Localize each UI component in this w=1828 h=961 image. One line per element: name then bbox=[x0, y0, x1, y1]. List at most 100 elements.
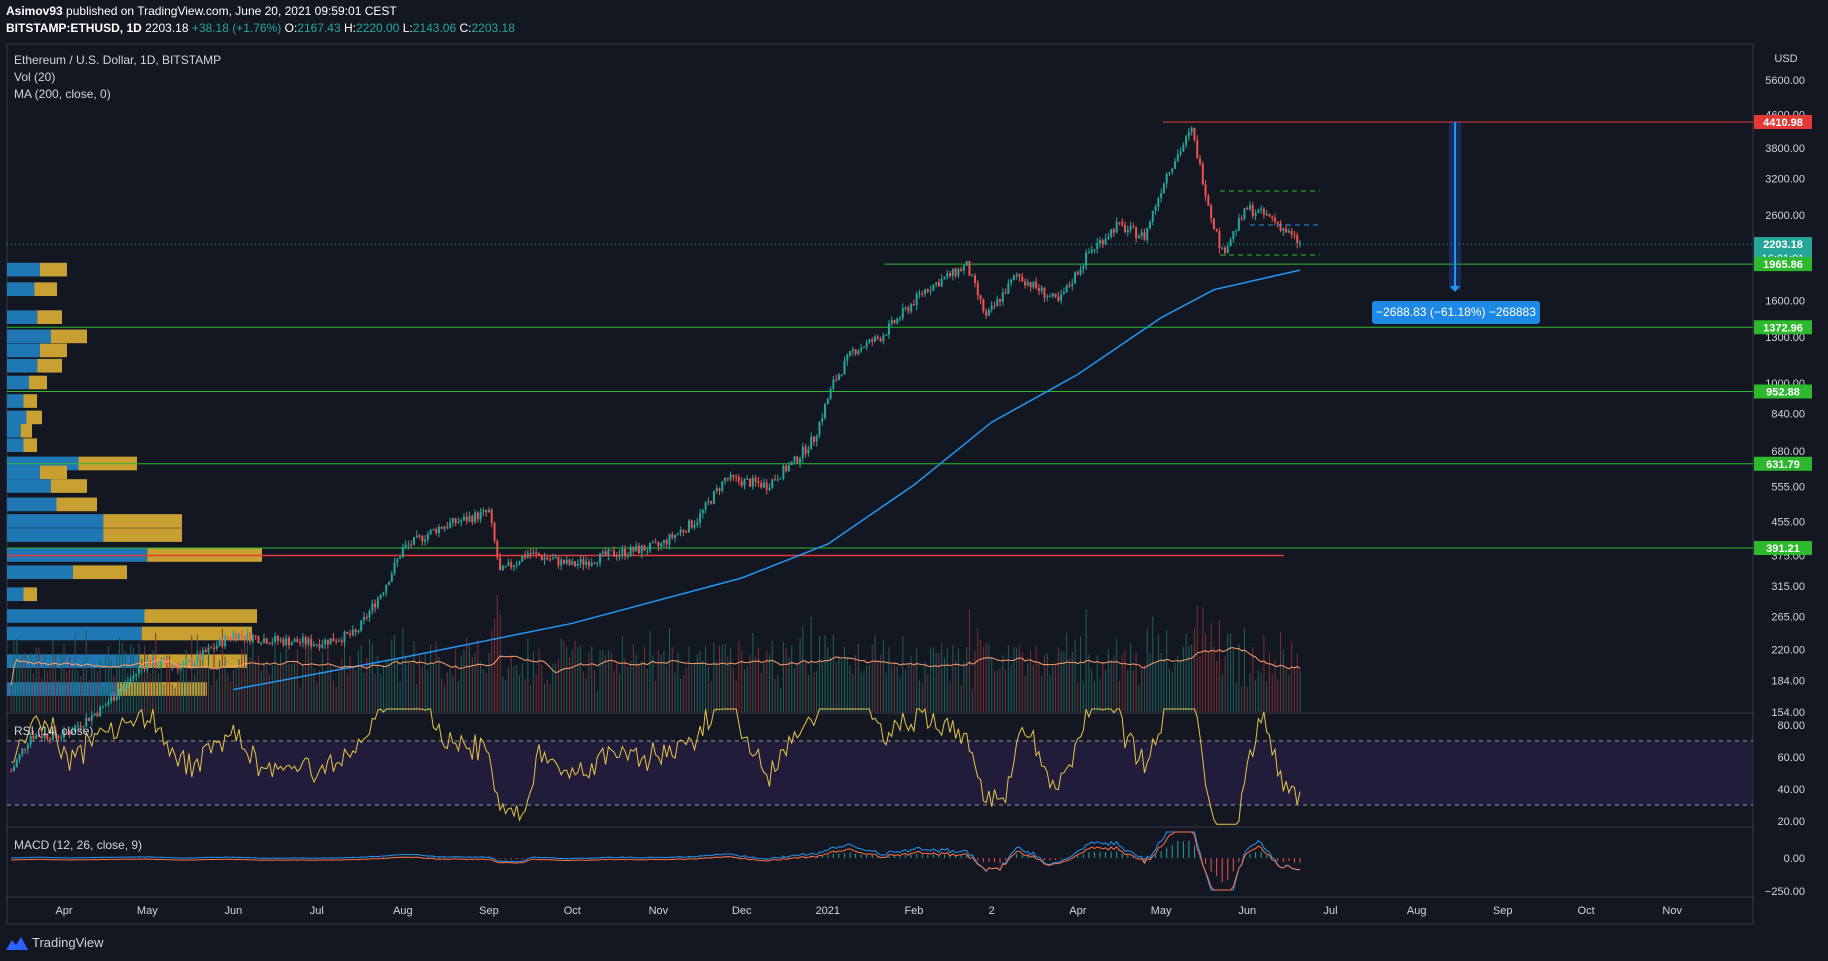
candle-body bbox=[971, 275, 974, 277]
candle-body bbox=[599, 553, 602, 564]
candle-body bbox=[101, 706, 104, 708]
candle-body bbox=[204, 649, 207, 653]
candle-body bbox=[360, 620, 363, 631]
candle-body bbox=[38, 734, 41, 737]
candle-body bbox=[362, 617, 365, 621]
candle-body bbox=[212, 647, 215, 649]
candle-body bbox=[254, 635, 257, 637]
candle-body bbox=[1185, 136, 1188, 145]
macd-tick-label: 0.00 bbox=[1784, 853, 1805, 865]
candle-body bbox=[649, 542, 652, 551]
price-label-box bbox=[1754, 541, 1812, 556]
candle-body bbox=[501, 565, 504, 571]
candle-body bbox=[232, 633, 235, 639]
candle-body bbox=[985, 311, 988, 316]
candle-body bbox=[543, 557, 546, 560]
candle-body bbox=[1004, 292, 1007, 294]
candle-body bbox=[860, 347, 863, 351]
candle-body bbox=[174, 664, 177, 666]
candle-body bbox=[1190, 127, 1193, 133]
brand-label[interactable]: TradingView bbox=[32, 935, 104, 950]
candle-body bbox=[140, 667, 143, 669]
candle-body bbox=[701, 509, 704, 514]
candle-body bbox=[1240, 218, 1243, 220]
candle-body bbox=[740, 481, 743, 486]
candle-body bbox=[776, 479, 779, 481]
candle-body bbox=[296, 639, 299, 643]
candle-body bbox=[582, 559, 585, 565]
time-axis[interactable]: Apr May Jun Jul Aug Sep Oct Nov Dec 2021 Feb 2 Apr Ma… bbox=[55, 905, 1682, 917]
candle-body bbox=[32, 736, 35, 739]
candle-body bbox=[1149, 221, 1152, 229]
candle-body bbox=[574, 561, 577, 566]
candle-body bbox=[160, 659, 163, 665]
candle-body bbox=[315, 644, 318, 646]
candle-body bbox=[601, 551, 604, 554]
candle-body bbox=[90, 715, 93, 721]
candle-body bbox=[365, 617, 368, 619]
candle-body bbox=[240, 633, 243, 636]
time-tick-label: Jul bbox=[1324, 905, 1338, 917]
candle-body bbox=[426, 534, 429, 540]
price-label: 391.21 bbox=[1766, 543, 1800, 555]
rsi-series: 80.00 60.00 40.00 20.00 bbox=[11, 707, 1805, 828]
candle-body bbox=[499, 557, 502, 571]
candle-body bbox=[729, 474, 732, 480]
candle-body bbox=[465, 516, 468, 522]
candle-body bbox=[996, 299, 999, 306]
candle-body bbox=[393, 562, 396, 574]
candle-body bbox=[487, 509, 490, 513]
candle-body bbox=[896, 318, 899, 323]
measure-label: −2688.83 (−61.18%) −268883 bbox=[1376, 305, 1536, 319]
candle-body bbox=[168, 664, 171, 666]
price-label-box bbox=[1754, 257, 1812, 272]
price-series bbox=[10, 126, 1301, 773]
price-tick-label: 5600.00 bbox=[1765, 75, 1805, 87]
candle-body bbox=[554, 557, 557, 559]
open-value: 2167.43 bbox=[297, 21, 341, 35]
candle-body bbox=[451, 518, 454, 523]
candle-body bbox=[1057, 296, 1060, 301]
profile-bar bbox=[7, 682, 117, 696]
candle-body bbox=[843, 360, 846, 375]
candle-body bbox=[990, 305, 993, 310]
price-label: 952.88 bbox=[1766, 386, 1800, 398]
candle-body bbox=[1201, 163, 1204, 185]
candle-body bbox=[396, 558, 399, 563]
price-label: 2203.18 bbox=[1763, 239, 1803, 251]
price-tick-label: 184.00 bbox=[1771, 676, 1805, 688]
candle-body bbox=[226, 636, 229, 639]
candle-body bbox=[1068, 285, 1071, 287]
measure-tool[interactable]: −2688.83 (−61.18%) −268883 bbox=[1220, 122, 1540, 324]
candle-body bbox=[1037, 287, 1040, 292]
author-name[interactable]: Asimov93 bbox=[6, 4, 63, 18]
candle-body bbox=[1157, 198, 1160, 207]
candle-body bbox=[768, 487, 771, 490]
candle-body bbox=[40, 736, 43, 738]
candle-body bbox=[835, 379, 838, 381]
candle-body bbox=[1243, 208, 1246, 220]
candle-body bbox=[1171, 168, 1174, 173]
candle-body bbox=[437, 526, 440, 534]
candle-body bbox=[1218, 231, 1221, 249]
candle-body bbox=[907, 307, 910, 312]
candle-body bbox=[471, 516, 474, 523]
candle-body bbox=[137, 668, 140, 674]
candle-body bbox=[596, 563, 599, 565]
candle-body bbox=[921, 293, 924, 295]
profile-bar bbox=[7, 329, 51, 344]
candle-body bbox=[1204, 184, 1207, 197]
candle-body bbox=[418, 535, 421, 537]
candle-body bbox=[787, 465, 790, 472]
candle-body bbox=[218, 639, 221, 646]
candle-body bbox=[82, 726, 85, 728]
rsi-tick-label: 40.00 bbox=[1777, 784, 1805, 796]
candle-body bbox=[1126, 229, 1129, 233]
candle-body bbox=[868, 339, 871, 343]
candle-body bbox=[346, 631, 349, 634]
candle-body bbox=[551, 558, 554, 560]
candle-body bbox=[515, 563, 518, 566]
candle-body bbox=[93, 713, 96, 716]
candle-body bbox=[690, 520, 693, 528]
